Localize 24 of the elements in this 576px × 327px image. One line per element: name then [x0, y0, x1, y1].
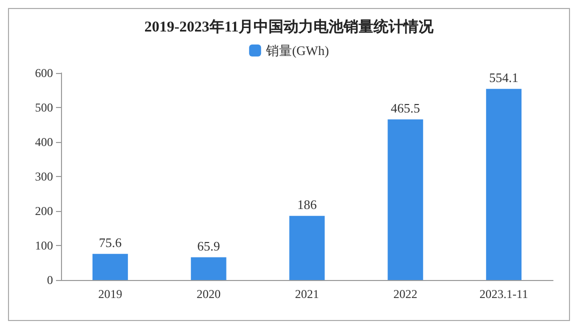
data-label: 186	[297, 196, 318, 212]
data-label: 65.9	[197, 238, 220, 254]
x-tick-label: 2019	[98, 287, 122, 301]
y-tick-label: 300	[35, 170, 53, 184]
bar	[388, 119, 424, 280]
x-tick-label: 2020	[196, 287, 221, 301]
x-tick-label: 2023.1-11	[480, 287, 528, 301]
y-tick-label: 400	[35, 135, 53, 149]
y-tick-label: 500	[35, 100, 53, 114]
bar	[190, 257, 226, 280]
y-tick-label: 0	[47, 273, 53, 287]
x-tick-label: 2021	[295, 287, 319, 301]
data-label: 75.6	[98, 234, 122, 250]
data-label: 554.1	[489, 70, 518, 85]
bar	[486, 88, 522, 280]
legend-label: 销量(GWh)	[265, 43, 329, 58]
bar	[289, 216, 325, 280]
x-tick-label: 2022	[393, 287, 418, 301]
y-tick-label: 100	[35, 238, 53, 252]
y-tick-label: 600	[35, 66, 53, 80]
y-tick-label: 200	[35, 204, 53, 218]
chart-title: 2019-2023年11月中国动力电池销量统计情况	[144, 18, 435, 36]
data-label: 465.5	[390, 100, 420, 116]
bar	[92, 254, 128, 280]
